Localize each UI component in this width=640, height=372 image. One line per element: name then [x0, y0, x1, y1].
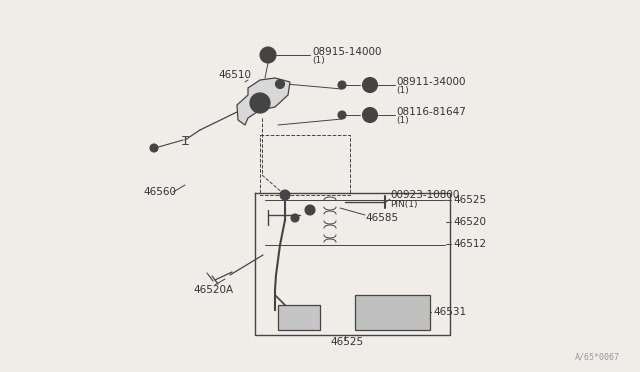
Text: PIN(1): PIN(1): [390, 199, 417, 208]
Text: N: N: [367, 80, 373, 90]
Text: 00923-10800: 00923-10800: [390, 190, 460, 200]
Circle shape: [291, 214, 299, 222]
Text: 46531: 46531: [433, 307, 466, 317]
Circle shape: [278, 82, 282, 86]
Text: A/65*0067: A/65*0067: [575, 353, 620, 362]
Circle shape: [250, 93, 270, 113]
Polygon shape: [278, 305, 320, 330]
Circle shape: [280, 190, 290, 200]
Text: 46585: 46585: [365, 213, 398, 223]
Text: 46520: 46520: [453, 217, 486, 227]
Circle shape: [362, 77, 378, 93]
Circle shape: [282, 192, 287, 198]
Circle shape: [307, 208, 312, 212]
Text: 46512: 46512: [453, 239, 486, 249]
Text: (1): (1): [396, 87, 409, 96]
Circle shape: [305, 205, 315, 215]
Text: (1): (1): [396, 116, 409, 125]
Text: 08911-34000: 08911-34000: [396, 77, 465, 87]
Circle shape: [340, 113, 344, 117]
Text: 46510: 46510: [218, 70, 251, 80]
Polygon shape: [355, 295, 430, 330]
Polygon shape: [237, 78, 290, 125]
Text: B: B: [367, 110, 372, 119]
Text: (1): (1): [312, 57, 324, 65]
Text: 46520A: 46520A: [193, 285, 233, 295]
Circle shape: [362, 108, 378, 122]
Circle shape: [340, 83, 344, 87]
Text: 46525: 46525: [453, 195, 486, 205]
Text: 46560: 46560: [143, 187, 176, 197]
Circle shape: [338, 81, 346, 89]
Text: V: V: [266, 51, 271, 60]
Circle shape: [150, 144, 158, 152]
Text: 08116-81647: 08116-81647: [396, 107, 466, 117]
Text: 46525: 46525: [330, 337, 363, 347]
Text: 08915-14000: 08915-14000: [312, 47, 381, 57]
Circle shape: [260, 47, 276, 63]
Circle shape: [275, 80, 285, 89]
Circle shape: [338, 111, 346, 119]
